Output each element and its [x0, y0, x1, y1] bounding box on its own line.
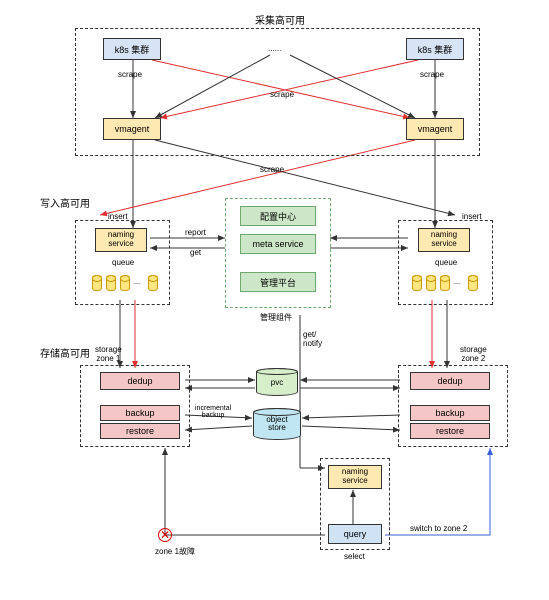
node-vmagent-left: vmagent [103, 118, 161, 140]
node-k8s-left: k8s 集群 [103, 38, 161, 60]
node-restore2: restore [410, 423, 490, 439]
node-meta-service: meta service [240, 234, 316, 254]
queue-cyl-l1 [92, 275, 102, 291]
edge-switch: switch to zone 2 [410, 524, 467, 533]
node-mgmt-platform: 管理平台 [240, 272, 316, 292]
label-queue-left: queue [112, 258, 134, 267]
node-object-store: object store [253, 408, 301, 440]
title-storage: 存储高可用 [40, 345, 90, 360]
title-write: 写入高可用 [40, 195, 90, 210]
title-mgmt: 管理组件 [260, 312, 292, 323]
node-vmagent-right: vmagent [406, 118, 464, 140]
queue-cyl-r1 [412, 275, 422, 291]
label-zone1-fail: zone 1故障 [155, 546, 195, 557]
queue-cyl-l3 [120, 275, 130, 291]
diagram-canvas: 采集高可用 k8s 集群 ...... k8s 集群 scrape scrape… [0, 0, 549, 600]
label-storage-zone1: storage zone 1 [95, 345, 122, 363]
node-restore1: restore [100, 423, 180, 439]
node-backup2: backup [410, 405, 490, 421]
queue-cyl-l2 [106, 275, 116, 291]
edge-scrape-4: scrape [260, 165, 284, 174]
node-dedup1: dedup [100, 372, 180, 390]
queue-cyl-r4 [468, 275, 478, 291]
queue-cyl-r3 [440, 275, 450, 291]
edge-scrape-2: scrape [420, 70, 444, 79]
title-collect: 采集高可用 [255, 12, 305, 27]
label-storage-zone2: storage zone 2 [460, 345, 487, 363]
node-naming-bottom: naming service [328, 465, 382, 489]
queue-dots-l: .... [133, 279, 141, 286]
edge-get-notify: get/ notify [303, 330, 322, 348]
edge-report: report [185, 228, 206, 237]
edge-scrape-3: scrape [270, 90, 294, 99]
node-dedup2: dedup [410, 372, 490, 390]
edge-scrape-1: scrape [118, 70, 142, 79]
edge-get: get [190, 248, 201, 257]
label-queue-right: queue [435, 258, 457, 267]
fail-icon: ✕ [158, 528, 172, 542]
edge-incremental: incremental backup [195, 405, 231, 419]
queue-cyl-l4 [148, 275, 158, 291]
node-naming-left: naming service [95, 228, 147, 252]
node-naming-right: naming service [418, 228, 470, 252]
node-query: query [328, 524, 382, 544]
node-k8s-right: k8s 集群 [406, 38, 464, 60]
title-select: select [344, 552, 365, 561]
node-k8s-dots: ...... [268, 44, 281, 53]
queue-cyl-r2 [426, 275, 436, 291]
node-pvc: pvc [256, 368, 298, 396]
queue-dots-r: .... [453, 279, 461, 286]
node-config-center: 配置中心 [240, 206, 316, 226]
node-backup1: backup [100, 405, 180, 421]
